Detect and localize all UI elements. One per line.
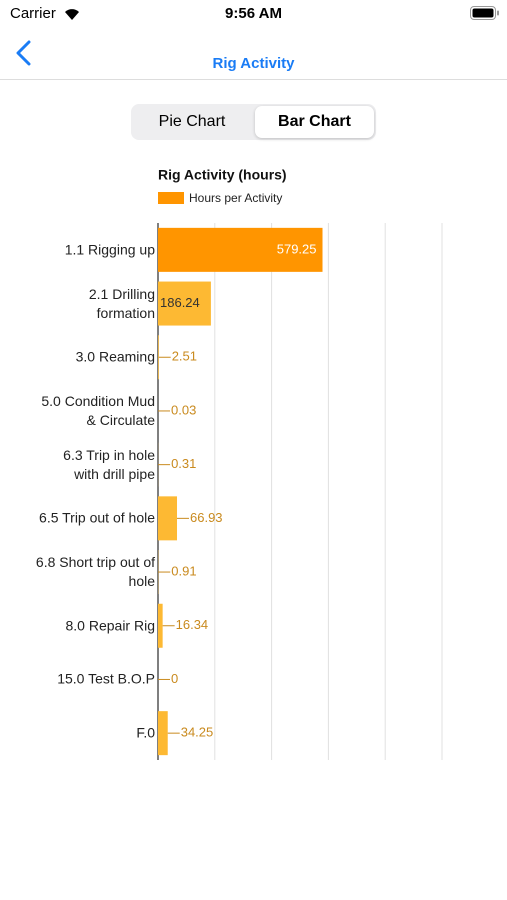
segment[interactable]: Bar Chart <box>255 106 374 138</box>
legend-swatch <box>158 192 184 204</box>
back-button[interactable] <box>14 40 34 66</box>
value-label: 16.34 <box>176 617 209 632</box>
wifi-icon <box>65 9 79 20</box>
value-label: 34.25 <box>181 725 214 740</box>
category-label: 1.1 Rigging up <box>64 241 155 258</box>
value-label: 0.03 <box>171 402 196 417</box>
category-label: 5.0 Condition Mud & Circulate <box>41 392 155 428</box>
value-label: 66.93 <box>190 510 223 525</box>
category-label: 15.0 Test B.O.P <box>57 670 155 687</box>
bar <box>158 281 211 326</box>
value-label: 2.51 <box>172 349 197 364</box>
category-label: 6.5 Trip out of hole <box>39 509 155 526</box>
category-label: 6.3 Trip in hole with drill pipe <box>63 446 155 482</box>
value-label: 186.24 <box>160 295 200 310</box>
value-label: 0.91 <box>171 563 196 578</box>
value-label: 579.25 <box>277 241 317 256</box>
bar <box>158 335 159 380</box>
bar <box>158 603 163 648</box>
legend-label: Hours per Activity <box>189 191 282 205</box>
category-label: F.0 <box>136 724 155 741</box>
battery-icon <box>470 6 499 20</box>
category-label: 2.1 Drilling formation <box>88 285 155 321</box>
bar <box>158 496 178 541</box>
segmented-control: Pie Chart Bar Chart <box>131 104 376 140</box>
category-label: 6.8 Short trip out of hole <box>35 554 155 590</box>
clock: 9:56 AM <box>225 5 282 22</box>
category-label: 8.0 Repair Rig <box>65 617 156 634</box>
nav-title: Rig Activity <box>212 55 295 72</box>
value-label: 0.31 <box>171 456 196 471</box>
category-label: 3.0 Reaming <box>75 348 155 365</box>
value-label: 0 <box>171 671 178 686</box>
bar <box>158 227 323 272</box>
carrier: Carrier <box>10 5 56 22</box>
bar <box>158 711 168 756</box>
chart-title: Rig Activity (hours) <box>158 167 287 183</box>
segment[interactable]: Pie Chart <box>158 113 226 130</box>
nav-divider <box>0 79 507 80</box>
